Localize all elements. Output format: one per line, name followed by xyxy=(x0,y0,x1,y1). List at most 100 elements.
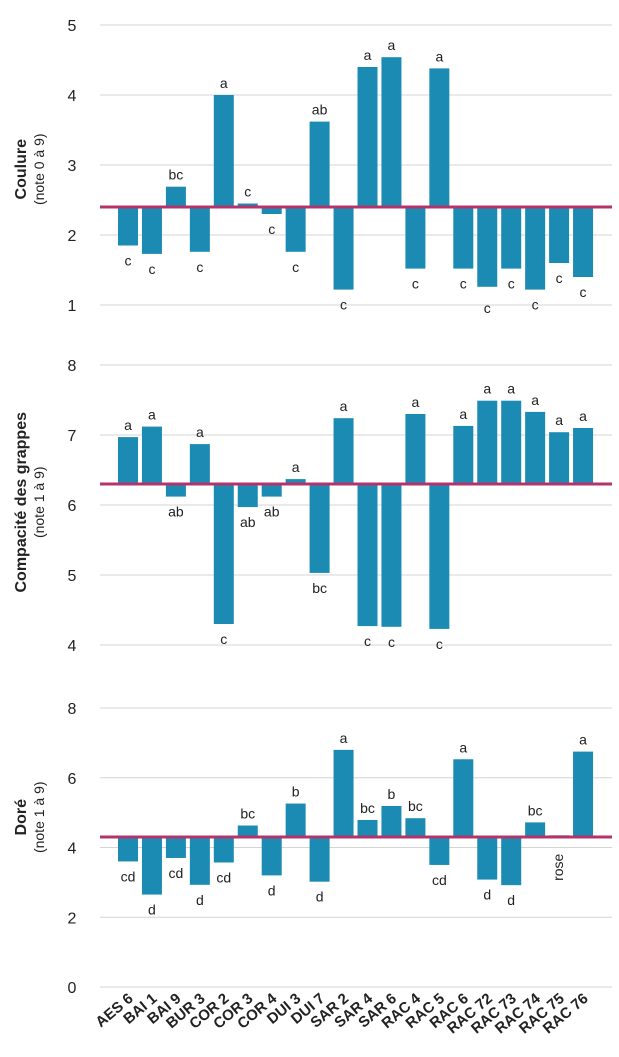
bar-label: bc xyxy=(408,798,423,814)
bar-label: a xyxy=(579,408,587,424)
bar-label: c xyxy=(196,259,203,275)
bar xyxy=(189,444,210,484)
y-tick-label: 3 xyxy=(68,158,77,175)
bar-label: a xyxy=(555,412,563,428)
bar xyxy=(285,803,306,838)
bar-label: bc xyxy=(240,806,255,822)
bar-label: a xyxy=(124,417,132,433)
bar xyxy=(309,484,330,573)
y-tick-label: 6 xyxy=(68,498,77,515)
y-tick-label: 2 xyxy=(68,910,77,927)
bar-label: c xyxy=(340,297,347,313)
bar-label: d xyxy=(483,887,491,903)
bar xyxy=(525,207,546,290)
bar-label: bc xyxy=(312,580,327,596)
bar xyxy=(405,414,426,484)
bar xyxy=(549,207,570,263)
bar xyxy=(189,837,210,885)
bar-label: d xyxy=(268,882,276,898)
y-axis-sublabel: (note 0 à 9) xyxy=(31,133,48,206)
y-tick-label: 4 xyxy=(68,638,77,655)
bar xyxy=(285,479,306,484)
y-axis-label: Doré xyxy=(12,799,30,836)
bar-label: c xyxy=(220,631,227,647)
bar xyxy=(237,825,258,838)
bar-label: c xyxy=(484,300,491,316)
y-tick-label: 4 xyxy=(68,88,77,105)
bar-label: b xyxy=(292,784,300,800)
bar xyxy=(285,207,306,252)
bar xyxy=(333,749,354,838)
bar xyxy=(261,207,282,214)
y-axis-label: Compacité des grappes xyxy=(12,411,30,593)
y-tick-label: 2 xyxy=(68,228,77,245)
bar-label: a xyxy=(148,407,156,423)
bar-label: bc xyxy=(528,802,543,818)
y-tick-label: 7 xyxy=(68,428,77,445)
bar xyxy=(453,207,474,269)
bar xyxy=(381,805,402,838)
bar-label: cd xyxy=(121,868,136,884)
bar xyxy=(189,207,210,252)
bar-label: c xyxy=(580,284,587,300)
bar-label: cd xyxy=(432,872,447,888)
y-axis-label: Coulure xyxy=(12,139,30,200)
bar-label: a xyxy=(412,394,420,410)
bar xyxy=(261,484,282,497)
bar-label: a xyxy=(459,739,467,755)
bar xyxy=(118,207,138,246)
bar-label: d xyxy=(196,892,204,908)
bar xyxy=(165,186,186,207)
bar xyxy=(141,837,162,895)
y-axis-sublabel: (note 1 à 9) xyxy=(31,466,48,539)
bar xyxy=(213,95,234,207)
y-tick-label: 6 xyxy=(68,771,77,788)
bar-label: ab xyxy=(168,504,184,520)
y-axis-title-compacite: Compacité des grappes (note 1 à 9) xyxy=(13,372,47,632)
bar xyxy=(357,67,378,207)
bar xyxy=(573,751,594,838)
bar-label: c xyxy=(268,221,275,237)
bar-label: d xyxy=(507,892,515,908)
bar-label: d xyxy=(148,902,156,918)
bar-label: ab xyxy=(312,102,328,118)
bar xyxy=(261,837,282,876)
bar-label: ab xyxy=(264,504,280,520)
bar xyxy=(213,484,234,624)
bar-label: a xyxy=(483,381,491,397)
bar-label: bc xyxy=(360,800,375,816)
bar xyxy=(573,207,594,277)
bar-label: ab xyxy=(240,514,256,530)
bar xyxy=(381,484,402,627)
bar xyxy=(165,484,186,497)
bar-label: c xyxy=(148,261,155,277)
bar xyxy=(477,837,498,880)
bar xyxy=(501,400,522,484)
bar-label: a xyxy=(196,424,204,440)
bar xyxy=(141,426,162,484)
bar xyxy=(453,425,474,484)
bar xyxy=(405,207,426,269)
bar xyxy=(357,819,378,838)
bar xyxy=(141,207,162,254)
bar xyxy=(453,759,474,838)
bar xyxy=(333,207,354,290)
bar-label: c xyxy=(388,634,395,650)
bar xyxy=(477,400,498,484)
bar-label: a xyxy=(340,398,348,414)
y-tick-label: 5 xyxy=(68,18,77,35)
bar-label: a xyxy=(340,730,348,746)
bar-label: b xyxy=(388,786,396,802)
bar-label: c xyxy=(125,253,132,269)
bar-label: a xyxy=(292,459,300,475)
y-axis-title-coulure: Coulure (note 0 à 9) xyxy=(13,39,47,299)
bar-label: c xyxy=(364,633,371,649)
bar xyxy=(237,484,258,508)
bar xyxy=(118,437,138,484)
bar xyxy=(309,121,330,207)
bar-label: c xyxy=(460,276,467,292)
